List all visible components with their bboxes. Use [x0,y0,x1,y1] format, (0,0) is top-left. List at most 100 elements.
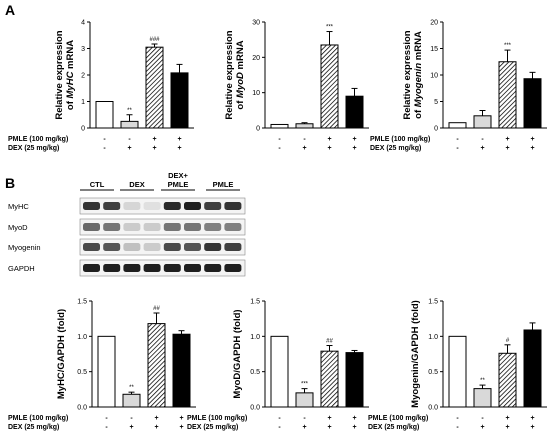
bar [95,101,114,129]
significance-label: *** [326,25,334,31]
blot-band [103,202,121,210]
dex-mark: + [179,424,183,431]
blot-row-label: MyHC [8,202,29,211]
blot-row-label: MyoD [8,223,28,232]
y-tick-label: 3 [81,46,85,53]
blot-band [163,223,181,231]
blot-band [103,243,121,251]
bar [295,123,314,129]
dex-mark: + [480,145,484,152]
dex-mark: + [154,424,158,431]
pmle-mark: + [530,136,534,143]
pmle-mark: + [530,415,534,422]
pmle-mark: - [303,136,306,143]
pmle-mark: + [505,136,509,143]
pmle-mark: - [128,136,131,143]
y-tick-label: 0.5 [250,369,260,376]
chart-5: 0.0 0.5 1.0 1.5 MyoD/GAPDH (fold) - - *** - + ## + +… [187,299,369,431]
bar [97,335,116,408]
bar [320,350,339,408]
dex-mark: + [302,145,306,152]
blot-band [83,264,100,272]
blot-strip [79,238,246,256]
blot-band [123,264,141,272]
y-tick-label: 1.5 [250,299,260,306]
pmle-mark: - [481,136,484,143]
dex-mark: - [103,145,106,152]
dex-mark: + [177,145,181,152]
y-tick-label: 0.0 [428,405,438,412]
pmle-mark: + [505,415,509,422]
y-tick-label: 10 [252,90,260,97]
blot-band [224,243,242,251]
bar [473,388,492,408]
bar [498,61,517,129]
dex-mark: + [152,145,156,152]
blot-row-label: GAPDH [8,264,35,273]
blot-band [204,264,222,272]
y-tick-label: 0.5 [428,369,438,376]
dex-mark: + [129,424,133,431]
blot-band [83,202,100,210]
blot-band [184,223,201,231]
bar [523,78,542,129]
y-tick-label: 1.0 [428,334,438,341]
blot-strip [79,259,246,277]
blot-band [103,223,121,231]
dex-mark: + [505,145,509,152]
pmle-mark: - [303,415,306,422]
y-tick-label: 0 [256,126,260,133]
bar [498,352,517,408]
dex-row-label: DEX (25 mg/kg) [8,145,59,152]
bar [473,115,492,129]
pmle-mark: + [327,415,331,422]
dex-mark: - [278,145,281,152]
bar [448,335,467,408]
pmle-mark: + [327,136,331,143]
dex-row-label: DEX (25 mg/kg) [8,424,59,431]
blot-band [204,223,222,231]
y-tick-label: 2 [81,73,85,80]
y-tick-label: 15 [430,46,438,53]
dex-mark: + [352,424,356,431]
significance-label: *** [504,43,512,49]
pmle-mark: + [352,136,356,143]
y-tick-label: 1 [81,99,85,106]
pmle-mark: + [352,415,356,422]
pmle-mark: - [456,415,459,422]
y-tick-label: 1.0 [250,334,260,341]
dex-row-label: DEX (25 mg/kg) [187,424,238,431]
significance-label: ## [153,306,160,312]
bar [120,120,139,129]
blot-band [204,202,222,210]
y-axis-label: Myogenin/GAPDH (fold) [410,300,421,408]
blot-band [184,202,201,210]
y-axis-label: Relative expressionof MyHC mRNA [54,30,76,119]
y-tick-label: 0.0 [250,405,260,412]
y-tick-label: 4 [81,20,85,27]
y-tick-label: 20 [252,55,260,62]
pmle-row-label: PMLE (100 mg/kg) [370,136,430,143]
bar [270,335,289,408]
blot-group-label: DEX [129,180,144,189]
blot-band [204,243,222,251]
blot-row-label: Myogenin [8,243,41,252]
y-tick-label: 5 [434,99,438,106]
significance-label: ### [149,37,160,43]
y-tick-label: 20 [430,20,438,27]
bar [448,122,467,129]
blot-band [83,223,100,231]
chart-6: 0.0 0.5 1.0 1.5 Myogenin/GAPDH (fold) - - ** - + #… [368,299,547,431]
chart-4: 0.0 0.5 1.0 1.5 MyHC/GAPDH (fold) - - ** - + ## + + +… [8,299,196,431]
bar [122,393,141,408]
y-axis-label: Relative expressionof MyoD mRNA [224,30,246,119]
blot-band [143,264,161,272]
y-tick-label: 0.0 [77,405,87,412]
y-axis-label: MyHC/GAPDH (fold) [56,309,67,399]
bar [145,46,164,129]
panel-label-b: B [5,175,15,191]
significance-label: *** [301,382,309,388]
bar [172,333,191,408]
dex-mark: + [530,145,534,152]
